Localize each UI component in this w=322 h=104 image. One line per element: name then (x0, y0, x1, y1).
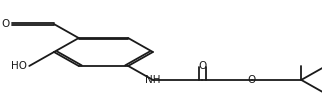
Text: NH: NH (145, 75, 161, 85)
Text: O: O (248, 75, 256, 85)
Text: O: O (198, 61, 206, 71)
Text: O: O (2, 19, 10, 29)
Text: HO: HO (11, 61, 27, 71)
